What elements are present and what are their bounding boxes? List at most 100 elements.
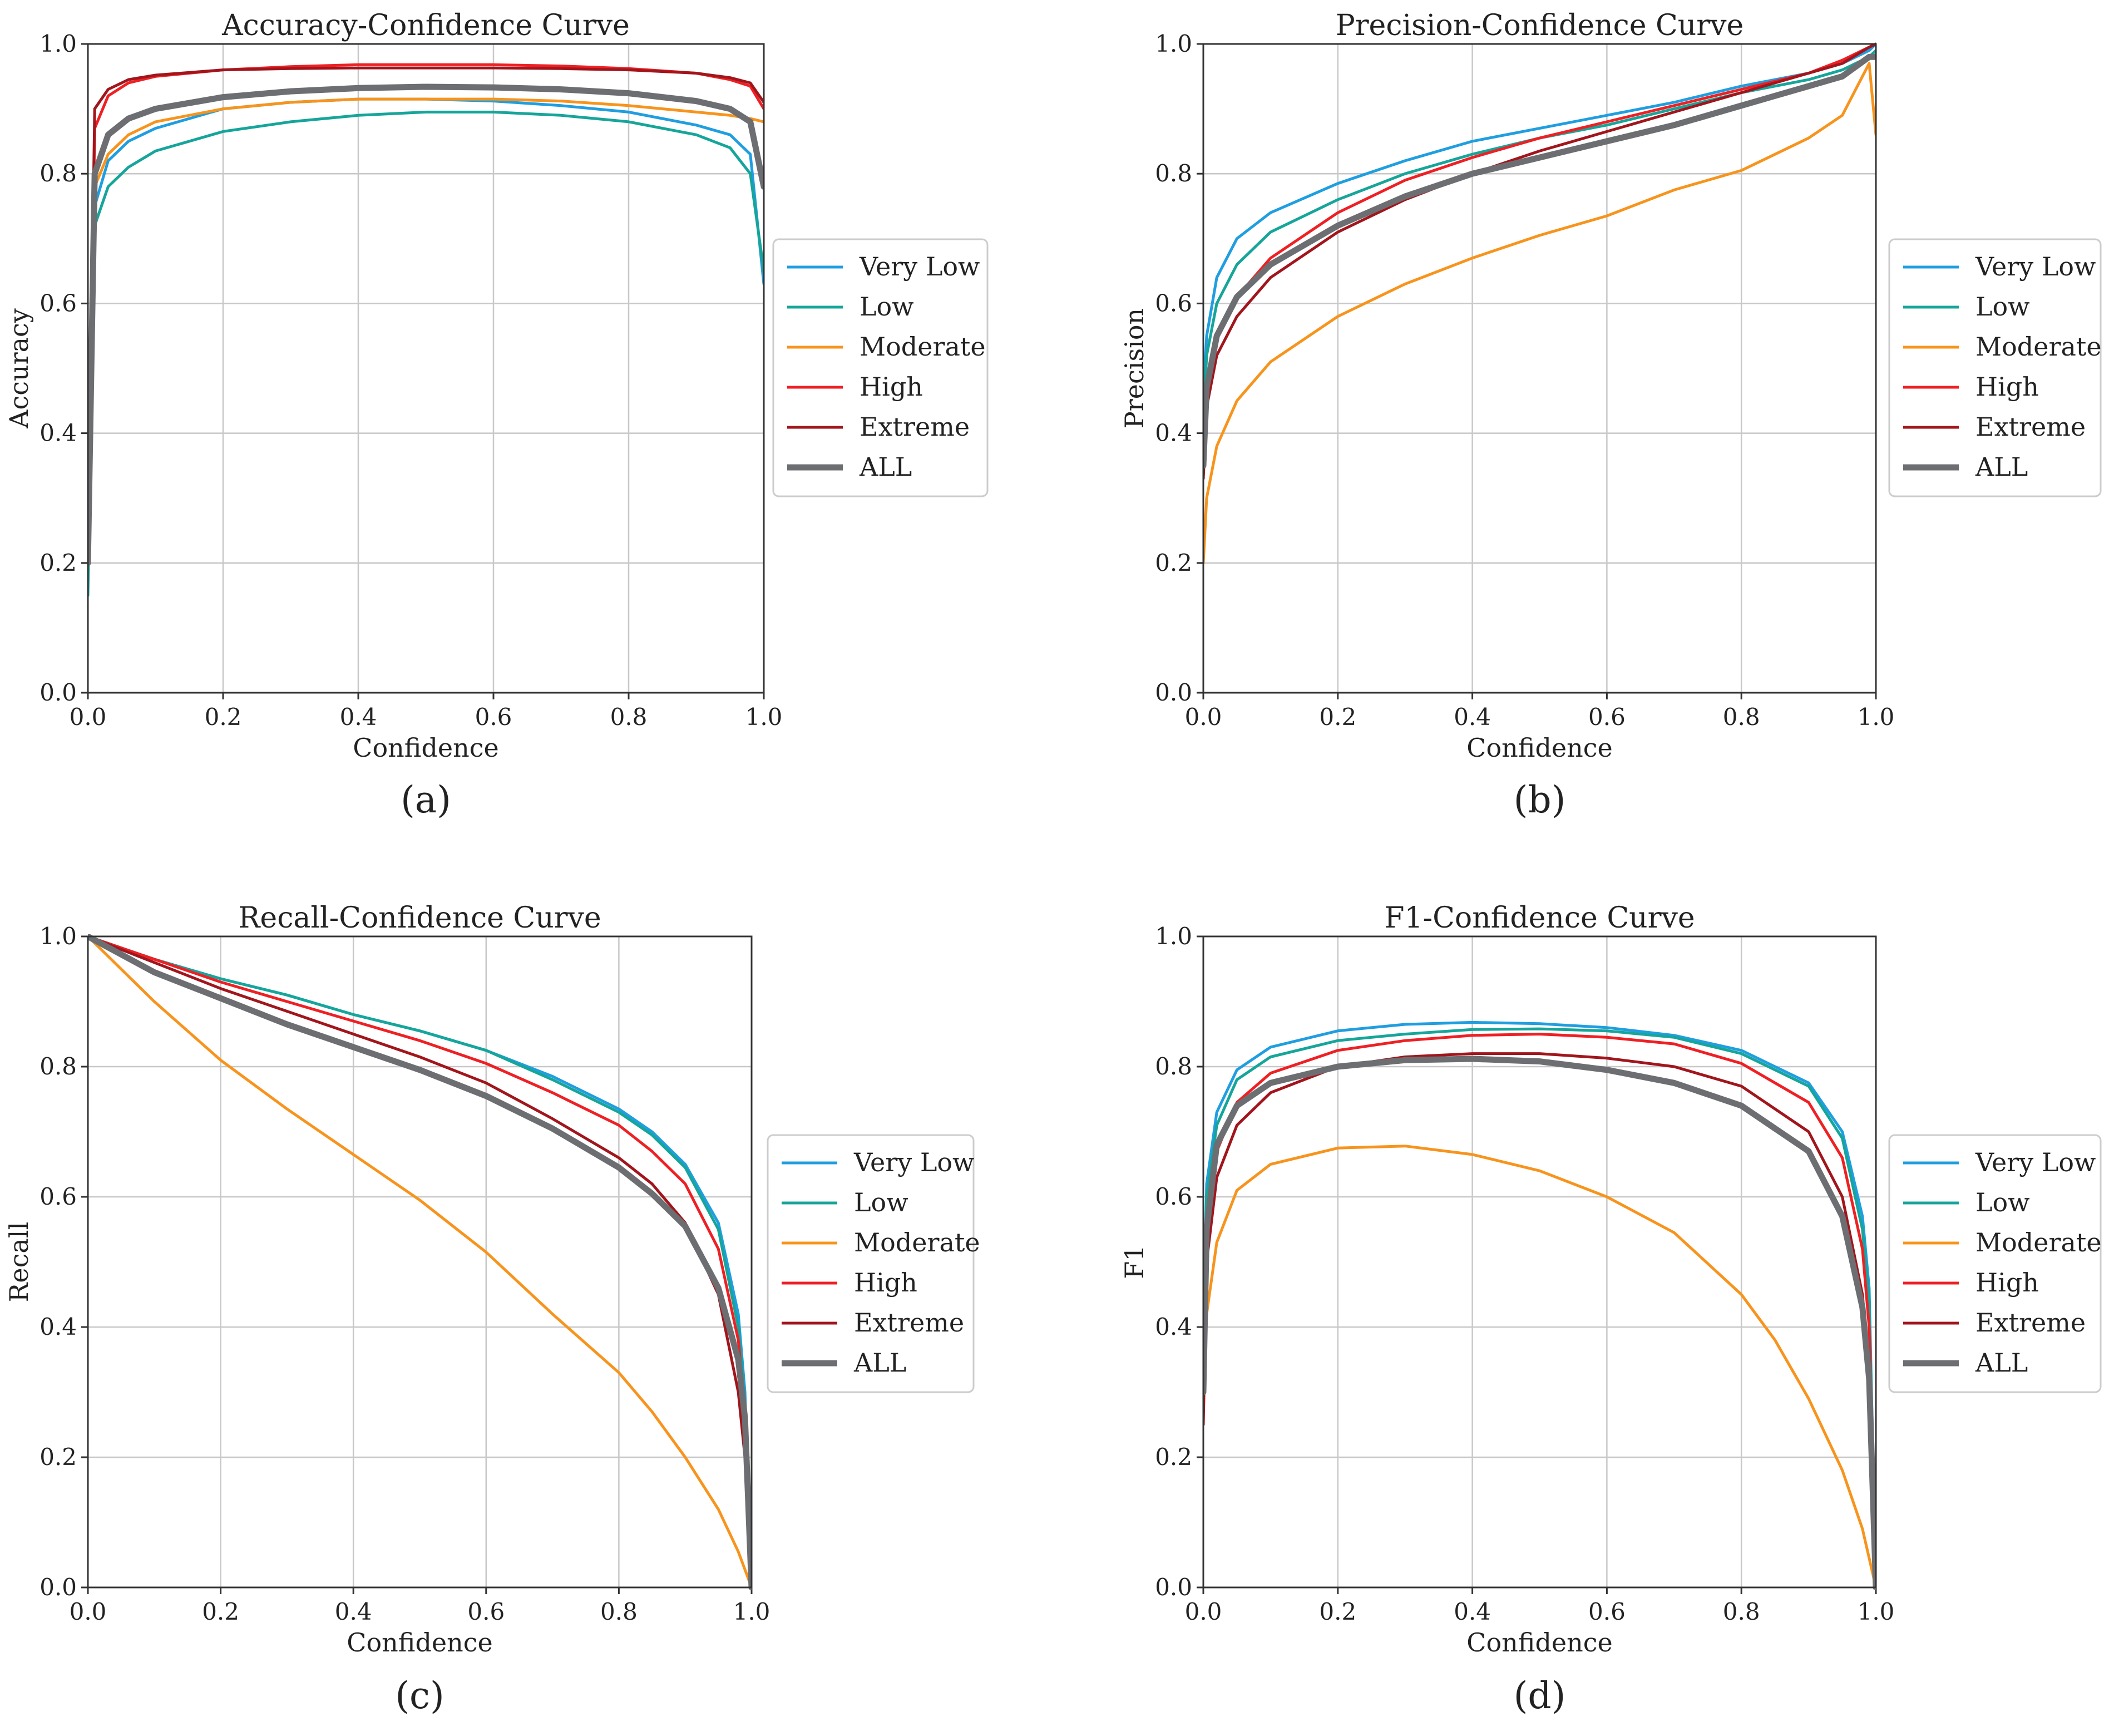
x-tick-label: 0.2 — [1319, 1598, 1356, 1625]
x-tick-label: 0.0 — [1185, 1598, 1222, 1625]
legend-box — [1888, 238, 2102, 497]
panel-caption: (d) — [1514, 1674, 1566, 1717]
legend-label: Moderate — [1975, 1227, 2102, 1257]
series-line-extreme — [88, 935, 752, 1589]
x-tick-label: 1.0 — [1858, 703, 1895, 731]
series-line-very-low — [88, 97, 764, 565]
y-tick-label: 0.6 — [1155, 1183, 1192, 1210]
x-tick-label: 0.4 — [1454, 1598, 1491, 1625]
series-group — [1203, 1020, 1876, 1590]
y-tick-label: 1.0 — [39, 30, 77, 57]
legend-box — [772, 238, 989, 497]
panel-caption: (a) — [401, 778, 451, 821]
legend-label: Very Low — [1975, 1147, 2096, 1177]
series-line-all — [88, 934, 752, 1590]
y-tick-label: 0.6 — [39, 289, 77, 317]
y-tick-label: 0.2 — [1155, 1443, 1192, 1471]
y-tick-label: 0.8 — [1155, 1053, 1192, 1080]
chart-panel-a: 0.0 0.2 0.4 0.6 0.8 1.0 0.0 0.2 0.4 0.6 0.8 1.0 Accu… — [4, 9, 989, 821]
plot-frame — [1202, 935, 1877, 1589]
y-tick-label: 0.8 — [39, 1053, 77, 1080]
y-tick-label: 0.0 — [39, 1574, 77, 1601]
series-line-high — [1203, 1033, 1876, 1589]
y-axis-label: F1 — [1119, 1245, 1149, 1279]
legend-label: High — [860, 372, 923, 402]
chart-title: F1-Confidence Curve — [1384, 901, 1695, 935]
legend-label: Low — [854, 1187, 908, 1217]
y-tick-label: 0.0 — [39, 679, 77, 706]
series-line-extreme — [1203, 1052, 1876, 1589]
x-tick-label: 0.8 — [1723, 1598, 1760, 1625]
x-tick-label: 0.8 — [600, 1598, 638, 1625]
y-axis-label: Precision — [1119, 308, 1149, 428]
x-tick-label: 1.0 — [745, 703, 783, 731]
chart-panel-d: 0.0 0.2 0.4 0.6 0.8 1.0 0.0 0.2 0.4 0.6 0.8 1.0 F1-C… — [1119, 901, 2102, 1717]
series-line-moderate — [88, 97, 764, 565]
series-group — [88, 934, 752, 1590]
series-line-low — [1203, 49, 1876, 422]
legend-label: Moderate — [1975, 332, 2102, 362]
series-line-moderate — [1203, 1145, 1876, 1589]
chart-title: Precision-Confidence Curve — [1336, 9, 1744, 42]
plot-frame — [87, 935, 753, 1589]
series-line-low — [88, 935, 752, 1589]
y-tick-label: 0.8 — [39, 160, 77, 187]
legend-label: Very Low — [1975, 251, 2096, 282]
panel-caption: (b) — [1514, 778, 1566, 821]
y-tick-label: 1.0 — [1155, 923, 1192, 950]
x-tick-label: 0.0 — [1185, 703, 1222, 731]
x-tick-label: 0.0 — [70, 1598, 107, 1625]
y-tick-label: 0.4 — [1155, 420, 1192, 447]
legend-label: ALL — [859, 452, 912, 482]
y-tick-label: 1.0 — [1155, 30, 1192, 57]
y-axis-label: Recall — [4, 1222, 34, 1302]
series-group — [1203, 42, 1876, 565]
y-tick-label: 0.6 — [39, 1183, 77, 1210]
series-line-extreme — [88, 66, 764, 565]
x-tick-label: 0.2 — [205, 703, 242, 731]
x-tick-label: 0.6 — [475, 703, 512, 731]
legend: Very Low Low Moderate High Extreme ALL — [772, 238, 989, 497]
series-line-very-low — [88, 935, 752, 1589]
chart-title: Accuracy-Confidence Curve — [221, 9, 630, 42]
y-tick-label: 0.2 — [1155, 549, 1192, 576]
y-tick-label: 0.4 — [39, 1313, 77, 1340]
x-tick-label: 0.8 — [1723, 703, 1760, 731]
legend-label: Extreme — [860, 412, 970, 442]
y-tick-label: 0.6 — [1155, 289, 1192, 317]
series-line-low — [1203, 1027, 1876, 1589]
legend-label: High — [1975, 372, 2039, 402]
x-tick-label: 0.4 — [335, 1598, 372, 1625]
series-line-moderate — [1203, 62, 1876, 565]
series-line-all — [1203, 1056, 1876, 1590]
y-axis-label: Accuracy — [4, 308, 34, 429]
x-axis-label: Confidence — [353, 733, 498, 763]
x-axis-label: Confidence — [1466, 733, 1612, 763]
x-tick-label: 1.0 — [1858, 1598, 1895, 1625]
y-tick-label: 0.2 — [39, 549, 77, 576]
legend-label: Moderate — [854, 1227, 980, 1257]
legend: Very Low Low Moderate High Extreme ALL — [1888, 1134, 2102, 1393]
x-tick-label: 1.0 — [733, 1598, 770, 1625]
legend-label: Low — [1975, 292, 2030, 322]
legend: Very Low Low Moderate High Extreme ALL — [767, 1134, 980, 1393]
y-tick-label: 0.0 — [1155, 679, 1192, 706]
chart-panel-b: 0.0 0.2 0.4 0.6 0.8 1.0 0.0 0.2 0.4 0.6 0.8 1.0 Prec… — [1119, 9, 2102, 821]
series-line-moderate — [88, 935, 752, 1589]
y-tick-label: 0.2 — [39, 1443, 77, 1471]
y-tick-label: 0.4 — [39, 420, 77, 447]
x-tick-label: 0.6 — [467, 1598, 505, 1625]
x-tick-label: 0.6 — [1588, 1598, 1626, 1625]
series-line-low — [88, 110, 764, 597]
series-group — [88, 63, 764, 597]
legend-label: ALL — [1975, 452, 2028, 482]
x-tick-label: 0.4 — [1454, 703, 1491, 731]
x-tick-label: 0.0 — [70, 703, 107, 731]
legend-label: Very Low — [853, 1147, 974, 1177]
series-line-extreme — [1203, 42, 1876, 480]
legend-box — [1888, 1134, 2102, 1393]
x-tick-label: 0.4 — [340, 703, 377, 731]
plot-frame — [87, 43, 765, 694]
legend-label: Extreme — [1975, 412, 2086, 442]
